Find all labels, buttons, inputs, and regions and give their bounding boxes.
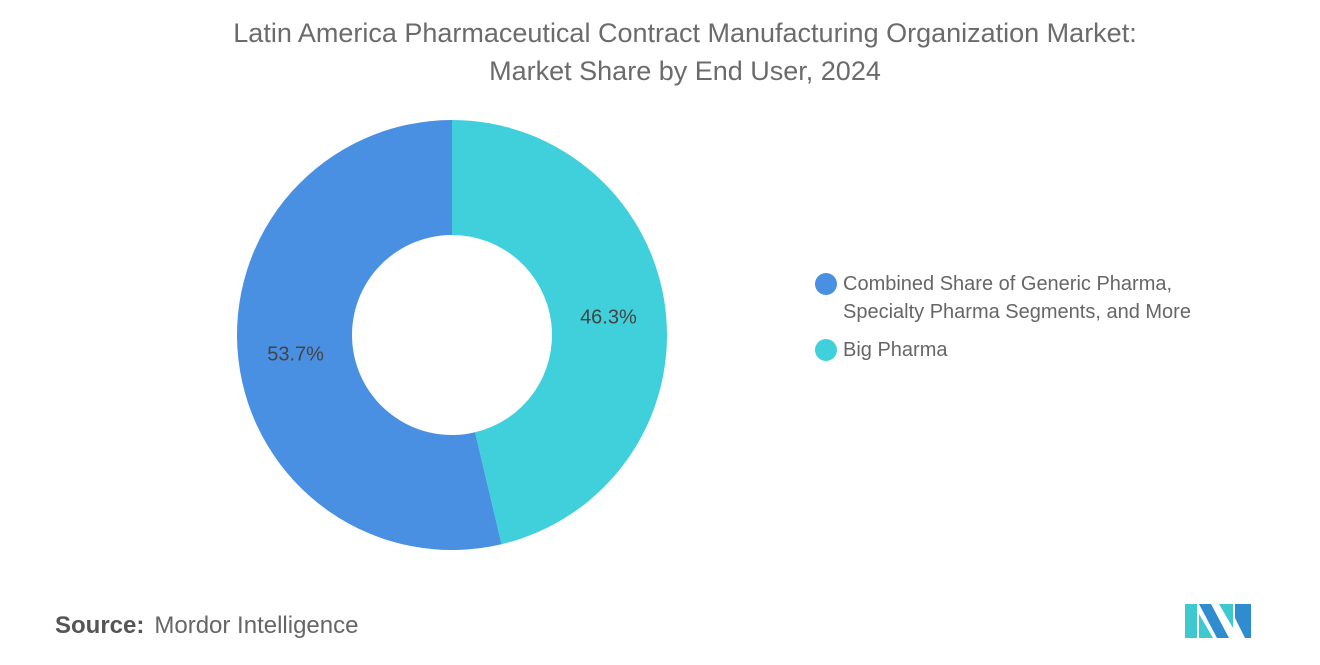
title-line-1: Latin America Pharmaceutical Contract Ma… — [233, 18, 1137, 48]
donut-slice-big-pharma — [452, 120, 667, 545]
legend-dot-icon — [815, 339, 837, 361]
legend-label: Combined Share of Generic Pharma, — [843, 273, 1173, 295]
legend-dot-icon — [815, 273, 837, 295]
legend-item-big-pharma: Big Pharma — [815, 336, 1191, 364]
legend-label: Big Pharma — [843, 339, 948, 361]
source-note: Source: Mordor Intelligence — [55, 612, 358, 640]
data-label: 46.3% — [580, 307, 637, 329]
mordor-logo-icon — [1185, 604, 1251, 638]
source-value: Mordor Intelligence — [154, 612, 359, 639]
legend-label: Specialty Pharma Segments, and More — [843, 301, 1191, 323]
data-label: 53.7% — [267, 343, 324, 365]
legend-item-combined: Combined Share of Generic Pharma, Special… — [815, 270, 1191, 326]
source-label: Source: — [55, 612, 145, 639]
donut-slice-combined — [237, 120, 502, 550]
chart-title: Latin America Pharmaceutical Contract Ma… — [0, 14, 1320, 90]
title-line-2: Market Share by End User, 2024 — [489, 56, 881, 86]
legend: Combined Share of Generic Pharma, Special… — [815, 270, 1191, 374]
